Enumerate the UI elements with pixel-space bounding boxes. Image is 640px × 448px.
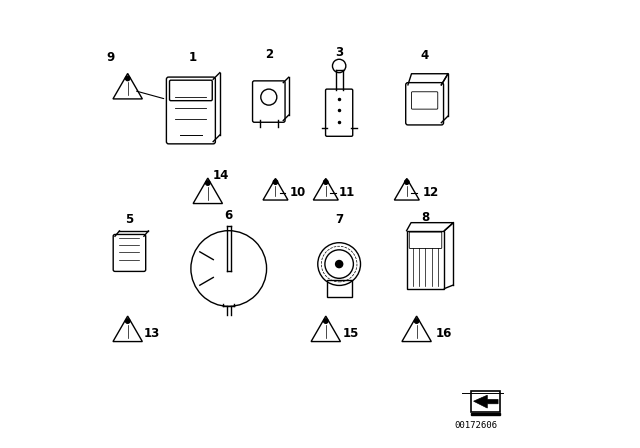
Polygon shape	[474, 395, 498, 408]
Text: 00172606: 00172606	[454, 421, 497, 430]
Text: 3: 3	[335, 46, 343, 59]
Text: 10: 10	[290, 186, 306, 199]
Circle shape	[404, 180, 409, 184]
Circle shape	[324, 180, 328, 184]
Circle shape	[273, 180, 278, 184]
Text: 1: 1	[189, 51, 197, 64]
Circle shape	[125, 76, 130, 81]
Text: 16: 16	[436, 327, 452, 340]
Bar	[472, 391, 500, 412]
Text: 13: 13	[144, 327, 161, 340]
Text: 2: 2	[265, 48, 273, 61]
Text: 8: 8	[421, 211, 429, 224]
Text: 9: 9	[107, 51, 115, 64]
Text: 5: 5	[125, 213, 134, 226]
Circle shape	[205, 181, 210, 185]
Text: 6: 6	[225, 209, 233, 222]
Circle shape	[335, 260, 342, 267]
Text: 11: 11	[339, 186, 355, 199]
Text: 14: 14	[213, 168, 230, 181]
Circle shape	[125, 319, 130, 323]
Text: 7: 7	[335, 213, 343, 226]
Text: 4: 4	[420, 49, 429, 62]
Text: 15: 15	[342, 327, 358, 340]
Circle shape	[414, 319, 419, 323]
Bar	[472, 413, 500, 415]
Text: 12: 12	[422, 186, 438, 199]
Circle shape	[324, 319, 328, 323]
